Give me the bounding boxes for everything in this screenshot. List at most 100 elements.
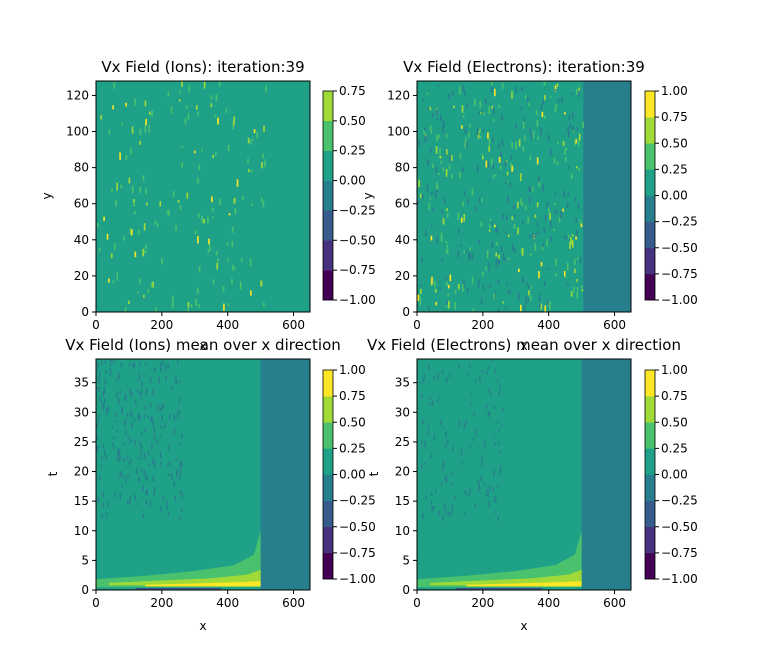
field-striation — [167, 445, 170, 451]
y-tick-label: 60 — [74, 197, 89, 211]
field-streak — [555, 104, 557, 111]
y-tick-label: 40 — [395, 233, 410, 247]
field-striation — [469, 445, 471, 450]
field-streak — [436, 134, 438, 142]
y-axis-label: y — [40, 192, 54, 199]
field-striation — [159, 451, 162, 459]
field-streak — [156, 223, 159, 227]
field-streak — [471, 277, 474, 284]
y-tick-label: 20 — [395, 465, 410, 479]
field-striation — [486, 489, 488, 493]
field-band — [135, 587, 222, 590]
field-streak — [121, 123, 124, 126]
field-streak — [513, 223, 516, 229]
field-striation — [97, 445, 99, 450]
field-streak — [525, 205, 527, 210]
field-streak — [576, 291, 579, 299]
y-tick-label: 40 — [74, 233, 89, 247]
field-striation — [499, 384, 501, 389]
field-streak — [531, 187, 534, 192]
field-streak — [217, 257, 219, 262]
field-striation — [128, 363, 131, 367]
field-striation — [422, 513, 424, 520]
field-striation — [421, 379, 424, 384]
field-streak — [436, 117, 439, 121]
field-streak — [188, 85, 190, 93]
field-striation — [105, 454, 108, 460]
field-striation — [138, 457, 140, 461]
field-streak — [540, 262, 543, 267]
field-striation — [160, 425, 162, 429]
field-streak — [556, 83, 559, 87]
field-streak — [576, 287, 579, 291]
field-streak — [528, 81, 530, 83]
field-streak — [423, 129, 425, 133]
field-striation — [143, 414, 146, 418]
panel-ions-mean: Vx Field (Ions) mean over x direction 0 2… — [46, 336, 376, 633]
y-tick-label: 5 — [402, 553, 410, 567]
field-streak — [505, 231, 507, 234]
field-streak — [198, 164, 201, 171]
field-striation — [170, 472, 173, 477]
field-streak — [430, 147, 432, 154]
field-striation — [104, 360, 106, 364]
plot-frame — [416, 80, 632, 313]
field-streak — [527, 298, 530, 302]
field-streak — [421, 194, 424, 199]
field-streak — [511, 216, 514, 221]
field-streak — [498, 254, 500, 259]
field-streak — [549, 219, 552, 228]
field-streak — [483, 112, 485, 116]
field-streak — [226, 242, 229, 246]
field-striation — [147, 415, 149, 419]
field-streak — [442, 218, 445, 225]
field-streak — [542, 184, 544, 192]
field-streak — [262, 153, 264, 159]
field-streak — [463, 250, 466, 254]
colorbar-segment — [645, 195, 655, 222]
field-streak — [543, 227, 546, 234]
field-streak — [428, 202, 430, 210]
panel-electrons-iteration: Vx Field (Electrons): iteration:39 0 200 4… — [361, 58, 698, 353]
field-streak — [506, 180, 508, 183]
field-striation — [485, 405, 487, 409]
field-streak — [544, 305, 547, 312]
field-streak — [567, 126, 569, 131]
field-striation — [100, 400, 103, 403]
field-streak — [567, 130, 570, 138]
field-striation — [102, 403, 104, 408]
field-streak — [465, 141, 468, 149]
field-streak — [488, 146, 490, 152]
field-streak — [247, 138, 250, 144]
field-striation — [143, 452, 146, 459]
field-striation — [107, 407, 109, 412]
field-streak — [525, 295, 528, 303]
field-streak — [472, 308, 475, 312]
field-streak — [233, 197, 236, 203]
colorbar-segment — [645, 526, 655, 554]
field-streak — [524, 95, 527, 99]
x-tick-label: 0 — [92, 596, 100, 610]
y-tick-label: 15 — [74, 494, 89, 508]
field-streak — [152, 281, 154, 288]
field-streak — [145, 118, 147, 126]
colorbar-tick-label: 0.75 — [339, 84, 366, 98]
field-streak — [231, 240, 234, 247]
field-striation — [442, 515, 444, 522]
field-streak — [512, 204, 515, 210]
field-streak — [541, 111, 544, 118]
field-striation — [179, 398, 181, 403]
field-striation — [492, 487, 494, 493]
field-band — [430, 569, 582, 586]
field-streak — [562, 208, 564, 212]
field-striation — [163, 404, 165, 408]
field-striation — [102, 444, 105, 449]
field-streak — [549, 148, 552, 157]
y-tick-label: 80 — [395, 161, 410, 175]
field-streak — [578, 87, 580, 94]
field-striation — [442, 427, 444, 430]
field-striation — [125, 394, 127, 400]
panel-title: Vx Field (Electrons): iteration:39 — [403, 58, 645, 76]
field-streak — [461, 125, 463, 129]
field-striation — [179, 460, 182, 468]
